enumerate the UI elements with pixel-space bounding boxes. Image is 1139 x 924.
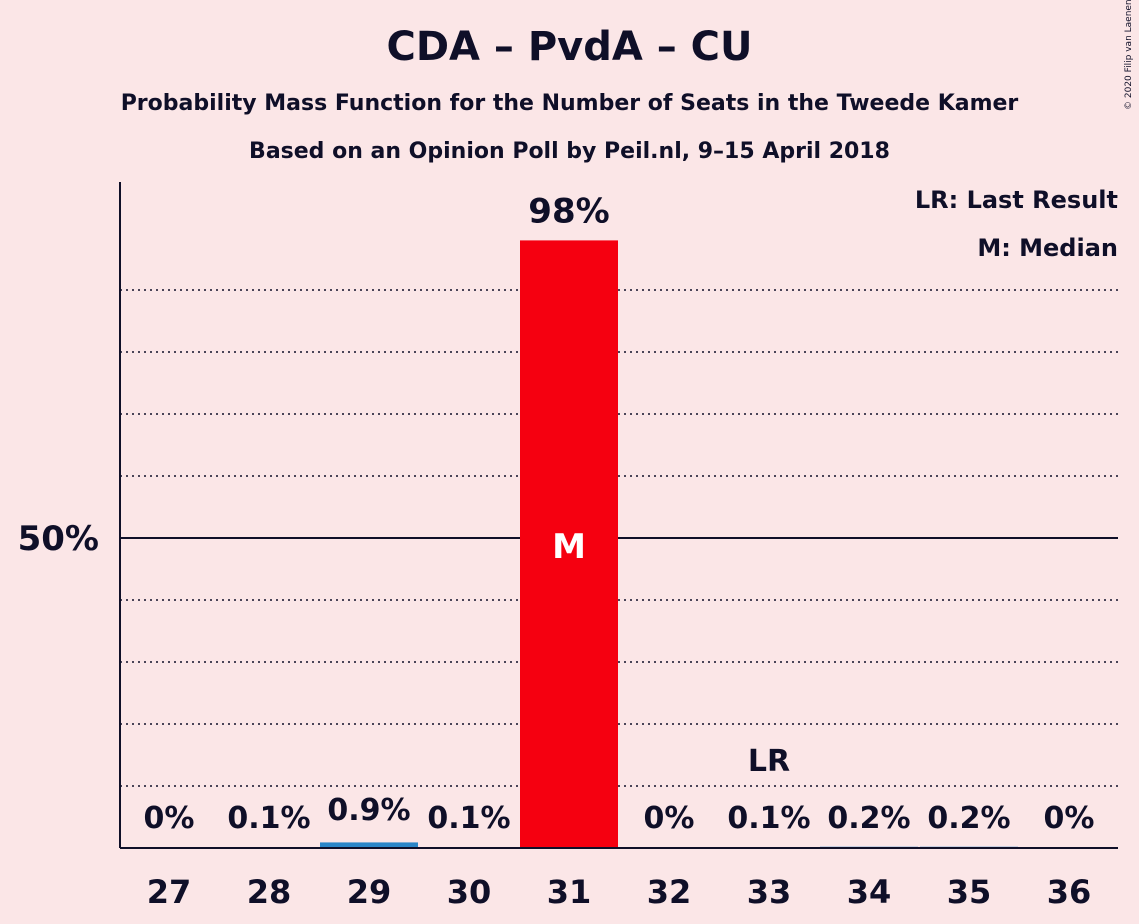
chart-subtitle: Probability Mass Function for the Number… xyxy=(120,91,1019,116)
x-tick-label: 33 xyxy=(747,873,792,911)
chart-subtitle-source: Based on an Opinion Poll by Peil.nl, 9–1… xyxy=(249,139,890,164)
y-tick-label: 50% xyxy=(18,519,99,559)
data-label: 0.1% xyxy=(427,801,510,836)
legend-last-result: LR: Last Result xyxy=(914,186,1118,214)
chart-title: CDA – PvdA – CU xyxy=(386,24,753,70)
x-tick-label: 31 xyxy=(547,873,592,911)
data-label: 0.9% xyxy=(327,793,410,828)
data-label: 0.2% xyxy=(827,801,910,836)
bar-seat-29 xyxy=(320,842,418,848)
median-marker: M xyxy=(552,527,586,567)
bar-seat-31 xyxy=(520,240,618,848)
last-result-marker: LR xyxy=(748,744,790,779)
x-tick-label: 34 xyxy=(847,873,892,911)
x-tick-label: 29 xyxy=(347,873,392,911)
data-label: 0.2% xyxy=(927,801,1010,836)
legend-median: M: Median xyxy=(977,234,1118,262)
data-label: 0% xyxy=(1044,801,1095,836)
data-label: 0.1% xyxy=(727,801,810,836)
data-label: 0% xyxy=(644,801,695,836)
x-tick-label: 32 xyxy=(647,873,692,911)
data-label: 0.1% xyxy=(227,801,310,836)
data-label: 98% xyxy=(528,191,609,231)
x-tick-label: 28 xyxy=(247,873,292,911)
data-label: 0% xyxy=(144,801,195,836)
x-tick-label: 35 xyxy=(947,873,992,911)
x-tick-label: 30 xyxy=(447,873,492,911)
x-tick-label: 36 xyxy=(1047,873,1092,911)
x-tick-label: 27 xyxy=(147,873,192,911)
